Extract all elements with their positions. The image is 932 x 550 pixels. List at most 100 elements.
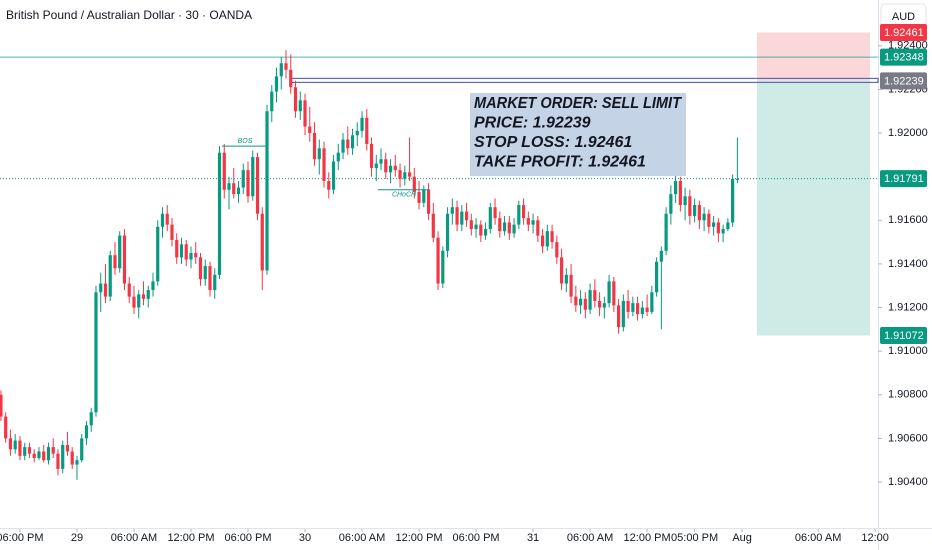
candle-body bbox=[0, 394, 3, 417]
candle-body bbox=[365, 117, 369, 144]
candle-body bbox=[597, 300, 602, 308]
candle-body bbox=[255, 157, 260, 214]
candle-body bbox=[260, 213, 264, 271]
currency-label[interactable]: AUD bbox=[892, 11, 915, 23]
candle-body bbox=[75, 460, 79, 465]
candle-body bbox=[583, 298, 587, 310]
candle-body bbox=[507, 222, 511, 234]
candle-body bbox=[289, 69, 293, 88]
candle-body bbox=[426, 189, 431, 214]
candle-body bbox=[693, 205, 697, 216]
candle-body bbox=[113, 255, 117, 269]
x-tick-label: 29 bbox=[71, 532, 83, 544]
candle-body bbox=[379, 159, 383, 164]
candle-body bbox=[80, 438, 84, 461]
candle-body bbox=[355, 130, 359, 136]
candle-body bbox=[502, 222, 507, 232]
note-line: TAKE PROFIT: 1.92461 bbox=[474, 154, 646, 171]
candle-body bbox=[327, 181, 331, 190]
candle-body bbox=[94, 292, 98, 413]
y-tick-label: 1.91400 bbox=[888, 258, 928, 270]
candle-body bbox=[222, 152, 226, 190]
candle-body bbox=[99, 283, 103, 293]
candle-body bbox=[393, 165, 397, 171]
candle-body bbox=[198, 257, 203, 280]
candle-body bbox=[436, 237, 440, 284]
chart-title: British Pound / Australian Dollar · 30 ·… bbox=[6, 8, 252, 22]
x-tick-label: 06:00 PM bbox=[453, 532, 500, 544]
candle-body bbox=[265, 111, 269, 271]
x-tick-label: 12:00 PM bbox=[167, 532, 214, 544]
candle-body bbox=[422, 189, 426, 203]
candle-body bbox=[612, 281, 616, 306]
x-tick-label: 06:00 AM bbox=[111, 532, 157, 544]
candle-body bbox=[607, 281, 611, 304]
last-price-tag bbox=[880, 170, 927, 188]
candle-body bbox=[479, 224, 483, 236]
y-tick-label: 1.90800 bbox=[888, 389, 928, 401]
candle-body bbox=[122, 235, 127, 284]
candle-body bbox=[441, 250, 445, 284]
candle-body bbox=[578, 298, 583, 306]
take-profit-label: 1.91072 bbox=[884, 330, 924, 342]
candle-body bbox=[70, 451, 74, 465]
candle-body bbox=[284, 63, 288, 70]
candle-body bbox=[4, 416, 8, 439]
candle-body bbox=[493, 207, 497, 219]
candle-body bbox=[350, 135, 355, 149]
y-tick-label: 1.90400 bbox=[888, 476, 928, 488]
candle-body bbox=[118, 235, 122, 269]
x-tick-label: 06:00 AM bbox=[339, 532, 385, 544]
note-box bbox=[470, 93, 686, 176]
candle-body bbox=[308, 126, 312, 134]
take-profit-zone bbox=[757, 80, 870, 336]
candle-body bbox=[65, 444, 70, 452]
candle-body bbox=[293, 87, 298, 112]
candle-body bbox=[455, 207, 459, 225]
x-tick-label: 06:00 AM bbox=[567, 532, 613, 544]
candle-body bbox=[697, 205, 701, 221]
candle-body bbox=[398, 170, 402, 179]
candle-body bbox=[635, 303, 640, 315]
stop-loss-label: 1.92461 bbox=[884, 27, 924, 39]
candle-body bbox=[712, 222, 716, 227]
candle-body bbox=[336, 152, 340, 162]
level-tag bbox=[880, 48, 927, 66]
candle-body bbox=[360, 117, 364, 131]
x-tick-label: Aug bbox=[732, 532, 752, 544]
candle-body bbox=[683, 196, 687, 206]
candle-body bbox=[194, 253, 198, 258]
candle-body bbox=[688, 196, 692, 216]
candle-body bbox=[521, 205, 526, 219]
candle-body bbox=[474, 224, 478, 230]
entry-tag bbox=[880, 72, 927, 90]
y-tick-label: 1.92000 bbox=[888, 127, 928, 139]
candle-body bbox=[555, 242, 559, 258]
candle-body bbox=[640, 307, 644, 315]
candle-body bbox=[312, 133, 317, 160]
candle-body bbox=[702, 213, 706, 221]
candle-body bbox=[322, 148, 326, 182]
marker-label: CHoCH bbox=[392, 192, 417, 199]
y-tick-label: 1.91600 bbox=[888, 214, 928, 226]
marker-label: BOS bbox=[238, 138, 253, 145]
candle-body bbox=[232, 183, 236, 195]
candle-body bbox=[42, 451, 46, 461]
candle-body bbox=[550, 231, 554, 243]
candle-body bbox=[512, 224, 516, 234]
candle-body bbox=[27, 447, 32, 454]
candle-body bbox=[707, 213, 711, 227]
candle-body bbox=[203, 266, 207, 280]
x-tick-label: 12:00 bbox=[861, 532, 889, 544]
x-tick-label: 12:00 PM bbox=[395, 532, 442, 544]
note-line: STOP LOSS: 1.92461 bbox=[474, 134, 632, 151]
candle-body bbox=[103, 283, 108, 297]
candle-body bbox=[431, 213, 435, 238]
y-tick-label: 1.91000 bbox=[888, 345, 928, 357]
y-tick-label: 1.90600 bbox=[888, 432, 928, 444]
candle-body bbox=[246, 170, 250, 197]
candle-body bbox=[654, 261, 659, 293]
candle-body bbox=[559, 257, 564, 284]
